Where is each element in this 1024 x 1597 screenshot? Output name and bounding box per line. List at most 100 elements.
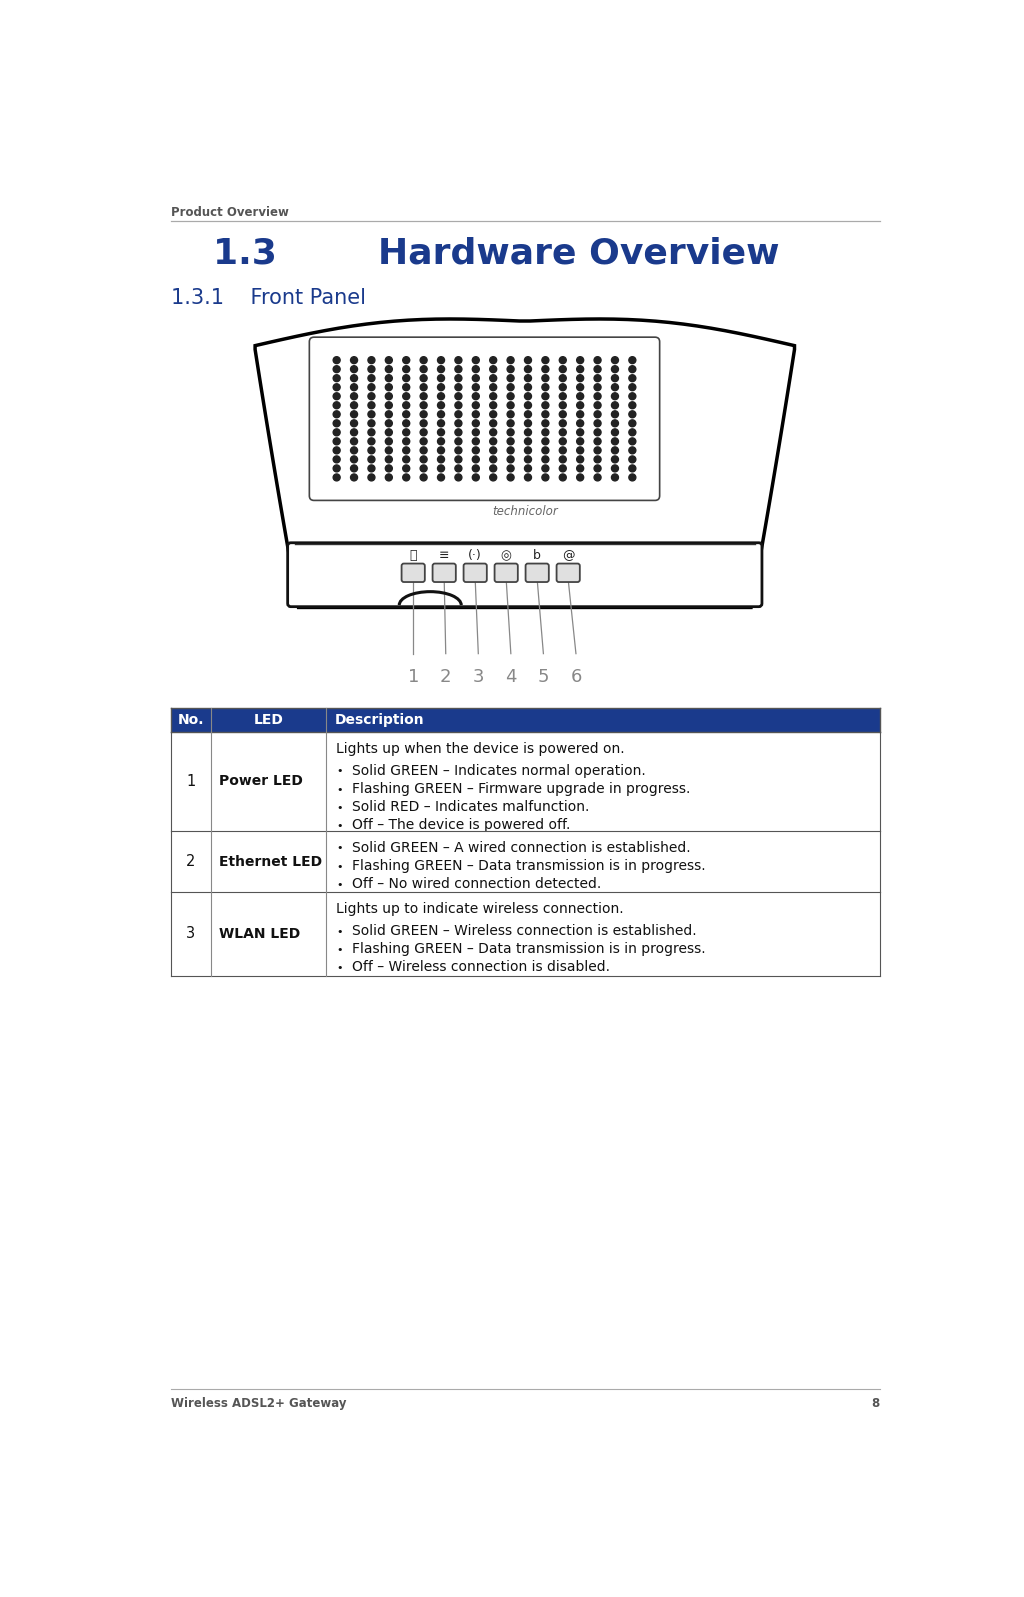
Circle shape bbox=[594, 393, 601, 399]
Circle shape bbox=[507, 402, 514, 409]
Circle shape bbox=[472, 474, 479, 481]
Circle shape bbox=[455, 356, 462, 364]
Circle shape bbox=[333, 375, 340, 382]
Circle shape bbox=[420, 447, 427, 454]
Circle shape bbox=[437, 393, 444, 399]
Circle shape bbox=[524, 393, 531, 399]
Text: Flashing GREEN – Data transmission is in progress.: Flashing GREEN – Data transmission is in… bbox=[352, 859, 706, 874]
Circle shape bbox=[402, 430, 410, 436]
Circle shape bbox=[420, 375, 427, 382]
Text: ⏻: ⏻ bbox=[410, 549, 417, 562]
Circle shape bbox=[350, 383, 357, 391]
Circle shape bbox=[368, 383, 375, 391]
Circle shape bbox=[368, 356, 375, 364]
Text: 1.3        Hardware Overview: 1.3 Hardware Overview bbox=[213, 236, 779, 270]
Circle shape bbox=[472, 465, 479, 471]
Circle shape bbox=[594, 383, 601, 391]
Circle shape bbox=[333, 356, 340, 364]
Circle shape bbox=[420, 410, 427, 418]
Text: Ethernet LED: Ethernet LED bbox=[219, 854, 322, 869]
Circle shape bbox=[559, 366, 566, 372]
Circle shape bbox=[594, 455, 601, 463]
Circle shape bbox=[594, 447, 601, 454]
Circle shape bbox=[437, 410, 444, 418]
Text: •: • bbox=[336, 784, 343, 795]
Circle shape bbox=[629, 430, 636, 436]
Circle shape bbox=[524, 430, 531, 436]
Circle shape bbox=[559, 438, 566, 446]
Circle shape bbox=[402, 474, 410, 481]
Circle shape bbox=[559, 455, 566, 463]
Circle shape bbox=[385, 402, 392, 409]
Circle shape bbox=[368, 420, 375, 426]
Circle shape bbox=[350, 420, 357, 426]
Circle shape bbox=[577, 465, 584, 471]
Circle shape bbox=[611, 465, 618, 471]
Circle shape bbox=[489, 383, 497, 391]
FancyBboxPatch shape bbox=[309, 337, 659, 500]
Circle shape bbox=[594, 430, 601, 436]
Circle shape bbox=[524, 447, 531, 454]
Circle shape bbox=[420, 465, 427, 471]
Circle shape bbox=[559, 375, 566, 382]
Circle shape bbox=[594, 375, 601, 382]
Text: Power LED: Power LED bbox=[219, 775, 302, 789]
Circle shape bbox=[559, 402, 566, 409]
Bar bbox=[171, 707, 880, 731]
FancyBboxPatch shape bbox=[495, 564, 518, 581]
Polygon shape bbox=[255, 319, 795, 607]
Circle shape bbox=[368, 410, 375, 418]
Circle shape bbox=[524, 455, 531, 463]
Circle shape bbox=[577, 383, 584, 391]
Circle shape bbox=[524, 375, 531, 382]
Circle shape bbox=[368, 447, 375, 454]
Circle shape bbox=[437, 474, 444, 481]
Circle shape bbox=[489, 410, 497, 418]
Text: technicolor: technicolor bbox=[492, 505, 558, 517]
Circle shape bbox=[437, 465, 444, 471]
Text: •: • bbox=[336, 963, 343, 973]
Text: Solid GREEN – A wired connection is established.: Solid GREEN – A wired connection is esta… bbox=[352, 840, 690, 854]
Circle shape bbox=[507, 366, 514, 372]
Text: 2: 2 bbox=[186, 854, 196, 869]
Bar bbox=[171, 731, 880, 830]
Circle shape bbox=[629, 420, 636, 426]
Circle shape bbox=[385, 356, 392, 364]
Circle shape bbox=[489, 430, 497, 436]
Circle shape bbox=[420, 356, 427, 364]
Circle shape bbox=[455, 410, 462, 418]
Circle shape bbox=[629, 356, 636, 364]
Circle shape bbox=[350, 393, 357, 399]
Circle shape bbox=[542, 465, 549, 471]
Circle shape bbox=[455, 402, 462, 409]
Circle shape bbox=[507, 430, 514, 436]
Circle shape bbox=[542, 430, 549, 436]
Circle shape bbox=[507, 393, 514, 399]
Circle shape bbox=[577, 430, 584, 436]
Circle shape bbox=[368, 455, 375, 463]
Circle shape bbox=[402, 402, 410, 409]
Circle shape bbox=[368, 402, 375, 409]
Circle shape bbox=[559, 410, 566, 418]
Circle shape bbox=[524, 402, 531, 409]
Circle shape bbox=[385, 366, 392, 372]
Circle shape bbox=[489, 455, 497, 463]
Circle shape bbox=[455, 393, 462, 399]
Circle shape bbox=[455, 366, 462, 372]
Text: 6: 6 bbox=[570, 668, 582, 685]
Circle shape bbox=[629, 474, 636, 481]
FancyBboxPatch shape bbox=[432, 564, 456, 581]
Circle shape bbox=[524, 410, 531, 418]
Circle shape bbox=[350, 366, 357, 372]
Circle shape bbox=[489, 474, 497, 481]
Circle shape bbox=[524, 474, 531, 481]
Circle shape bbox=[611, 430, 618, 436]
Text: •: • bbox=[336, 803, 343, 813]
Circle shape bbox=[577, 375, 584, 382]
Text: Solid RED – Indicates malfunction.: Solid RED – Indicates malfunction. bbox=[352, 800, 590, 814]
Circle shape bbox=[350, 430, 357, 436]
Circle shape bbox=[420, 383, 427, 391]
Circle shape bbox=[611, 438, 618, 446]
Circle shape bbox=[489, 447, 497, 454]
Circle shape bbox=[472, 402, 479, 409]
